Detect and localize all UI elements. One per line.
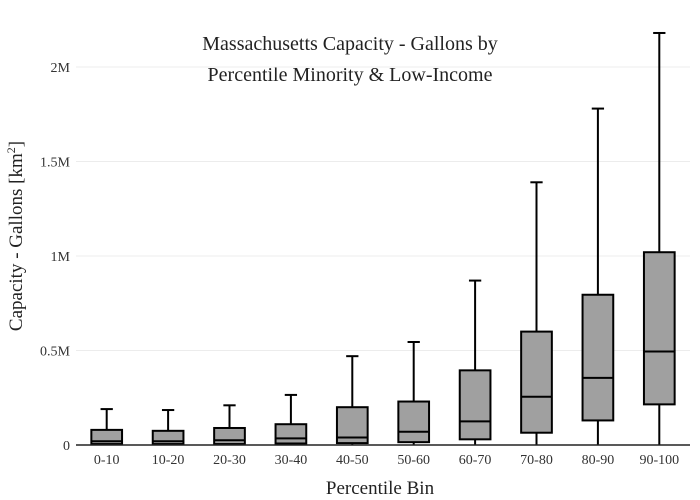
x-tick-label: 90-100 bbox=[639, 453, 679, 468]
iqr-box bbox=[458, 369, 492, 441]
x-tick-label: 30-40 bbox=[275, 453, 308, 468]
x-tick-label: 40-50 bbox=[336, 453, 369, 468]
x-axis-title: Percentile Bin bbox=[326, 478, 435, 499]
y-tick-label: 0 bbox=[63, 439, 70, 454]
box-30-40 bbox=[274, 393, 308, 445]
y-tick-label: 1.5M bbox=[40, 156, 71, 171]
box-40-50 bbox=[335, 355, 369, 445]
x-tick-label: 0-10 bbox=[94, 453, 120, 468]
iqr-box bbox=[581, 293, 615, 422]
box-20-30 bbox=[213, 404, 246, 446]
y-tick-labels: 0 0.5M 1M 1.5M 2M bbox=[40, 61, 71, 454]
x-tick-label: 80-90 bbox=[582, 453, 615, 468]
iqr-box bbox=[642, 251, 676, 406]
box-60-70 bbox=[458, 279, 492, 445]
y-tick-label: 1M bbox=[51, 250, 71, 265]
x-tick-label: 50-60 bbox=[397, 453, 430, 468]
iqr-box bbox=[520, 330, 553, 434]
iqr-box bbox=[213, 426, 246, 446]
box-0-10 bbox=[90, 408, 124, 446]
box-70-80 bbox=[520, 181, 553, 445]
chart-title-line-2: Percentile Minority & Low-Income bbox=[208, 64, 493, 86]
box-90-100 bbox=[642, 31, 676, 445]
box-50-60 bbox=[397, 340, 431, 445]
x-tick-label: 10-20 bbox=[152, 453, 185, 468]
chart-title-line-1: Massachusetts Capacity - Gallons by bbox=[202, 33, 498, 55]
iqr-box bbox=[397, 400, 431, 444]
x-tick-label: 70-80 bbox=[520, 453, 553, 468]
iqr-box bbox=[274, 423, 308, 445]
y-tick-label: 0.5M bbox=[40, 345, 71, 360]
x-tick-labels: 0-10 10-20 20-30 30-40 40-50 50-60 60-70 70-80 8… bbox=[94, 453, 679, 468]
x-tick-label: 60-70 bbox=[459, 453, 492, 468]
boxes bbox=[90, 31, 676, 446]
y-axis-title: Capacity - Gallons [km2] bbox=[4, 141, 27, 331]
x-tick-label: 20-30 bbox=[213, 453, 246, 468]
box-10-20 bbox=[151, 409, 185, 446]
y-tick-label: 2M bbox=[51, 61, 71, 76]
box-80-90 bbox=[581, 107, 615, 445]
